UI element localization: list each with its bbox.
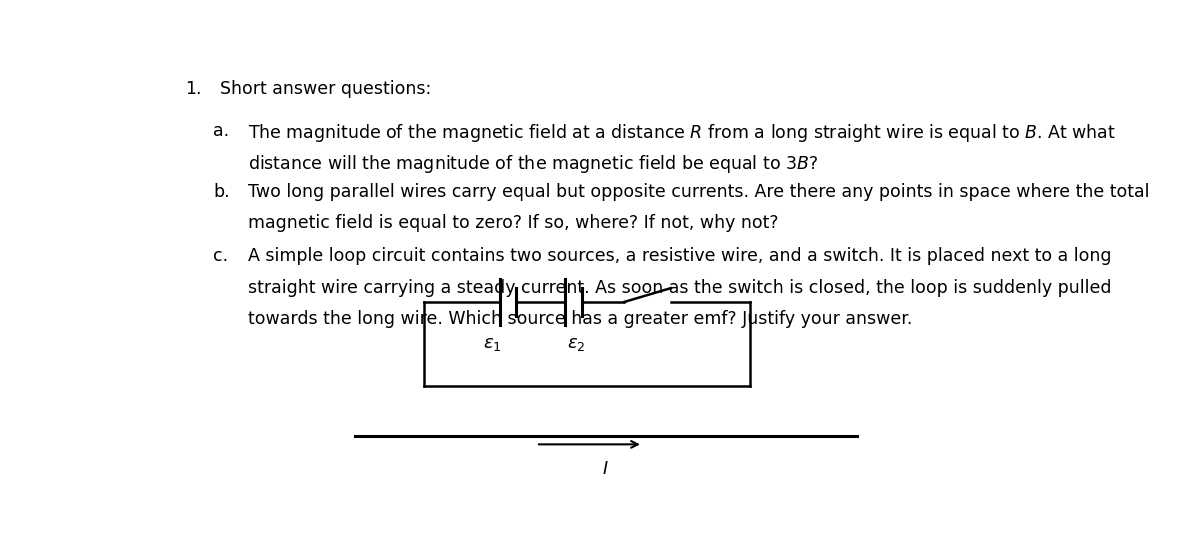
Text: $\varepsilon_1$: $\varepsilon_1$ [482, 336, 502, 354]
Text: b.: b. [214, 183, 230, 201]
Text: $I$: $I$ [602, 460, 610, 478]
Text: 1.: 1. [185, 80, 202, 98]
Text: magnetic field is equal to zero? If so, where? If not, why not?: magnetic field is equal to zero? If so, … [247, 214, 778, 232]
Text: Two long parallel wires carry equal but opposite currents. Are there any points : Two long parallel wires carry equal but … [247, 183, 1150, 201]
Text: c.: c. [214, 248, 228, 265]
Text: towards the long wire. Which source has a greater emf? Justify your answer.: towards the long wire. Which source has … [247, 310, 912, 329]
Text: $\varepsilon_2$: $\varepsilon_2$ [566, 336, 586, 354]
Text: distance will the magnitude of the magnetic field be equal to $3B$?: distance will the magnitude of the magne… [247, 153, 817, 175]
Text: a.: a. [214, 122, 229, 140]
Text: The magnitude of the magnetic field at a distance $R$ from a long straight wire : The magnitude of the magnetic field at a… [247, 122, 1116, 144]
Text: A simple loop circuit contains two sources, a resistive wire, and a switch. It i: A simple loop circuit contains two sourc… [247, 248, 1111, 265]
Text: Short answer questions:: Short answer questions: [220, 80, 431, 98]
Text: straight wire carrying a steady current. As soon as the switch is closed, the lo: straight wire carrying a steady current.… [247, 279, 1111, 297]
